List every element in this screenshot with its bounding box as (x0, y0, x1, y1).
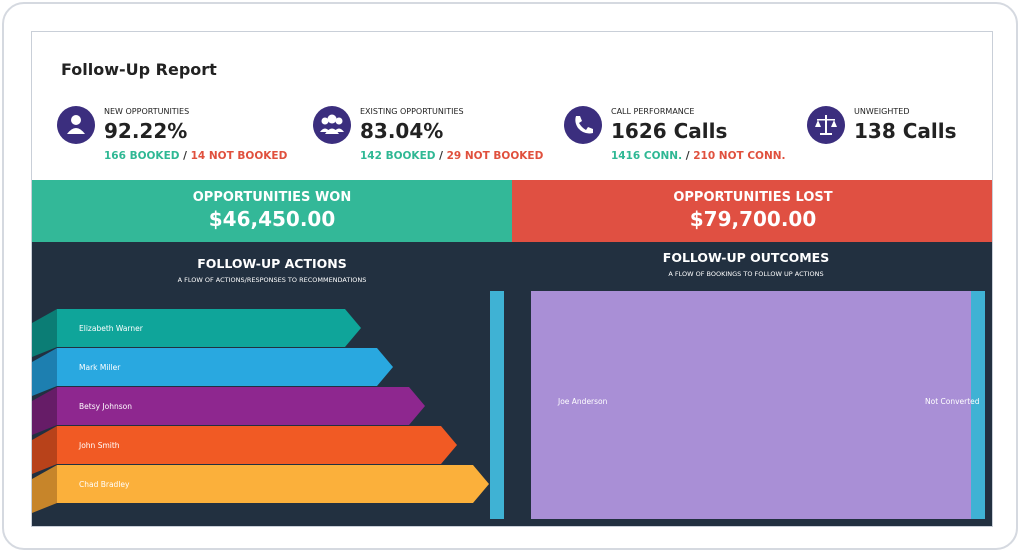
arrow-side (32, 465, 57, 513)
kpi-value: 83.04% (360, 119, 444, 143)
separator: / (685, 150, 690, 162)
lost-band: OPPORTUNITIES LOST $79,700.00 (512, 180, 992, 242)
kpi-value: 1626 Calls (611, 119, 728, 143)
positive: 1416 CONN. (611, 150, 683, 162)
flow-node (490, 291, 504, 519)
kpi-label: UNWEIGHTED (854, 107, 910, 116)
negative: 210 NOT CONN. (693, 150, 786, 162)
target-label: Not Converted (925, 397, 980, 406)
flow-panel: FOLLOW-UP ACTIONS A FLOW OF ACTIONS/RESP… (32, 242, 992, 526)
arrow (57, 465, 489, 503)
won-value: $46,450.00 (208, 207, 336, 231)
arrow-label: John Smith (78, 441, 120, 450)
won-label: OPPORTUNITIES WON (192, 190, 352, 205)
icon (313, 106, 351, 144)
arrow-side (32, 426, 57, 474)
kpi: CALL PERFORMANCE 1626 Calls 1416 CONN. /… (564, 98, 814, 168)
icon (57, 106, 95, 144)
kpi: UNWEIGHTED 138 Calls (807, 98, 992, 168)
kpi: EXISTING OPPORTUNITIES 83.04% 142 BOOKED… (313, 98, 563, 168)
kpi-label: NEW OPPORTUNITIES (104, 107, 190, 116)
source-label: Joe Anderson (557, 397, 608, 406)
arrow (57, 348, 393, 386)
arrow-label: Mark Miller (79, 363, 121, 372)
kpi-detail: 166 BOOKED / 14 NOT BOOKED (104, 150, 287, 162)
icon (807, 106, 845, 144)
kpi-detail: 1416 CONN. / 210 NOT CONN. (611, 150, 786, 162)
arrow (57, 387, 425, 425)
outcomes-title: FOLLOW-UP OUTCOMES (662, 250, 830, 265)
actions-subtitle: A FLOW OF ACTIONS/RESPONSES TO RECOMMEND… (177, 276, 367, 284)
won-band: OPPORTUNITIES WON $46,450.00 (32, 180, 512, 242)
actions-title: FOLLOW-UP ACTIONS (197, 256, 347, 271)
arrow-side (32, 309, 57, 357)
report-title: Follow-Up Report (61, 60, 217, 79)
arrow-side (32, 348, 57, 396)
lost-label: OPPORTUNITIES LOST (673, 190, 833, 205)
arrow (57, 426, 457, 464)
positive: 166 BOOKED (104, 150, 180, 162)
kpi-label: EXISTING OPPORTUNITIES (360, 107, 464, 116)
separator: / (183, 150, 187, 162)
icon (564, 106, 602, 144)
lost-value: $79,700.00 (689, 207, 817, 231)
arrow (57, 309, 361, 347)
report-card: Follow-Up Report NEW OPPORTUNITIES 92.22… (31, 31, 993, 527)
flow-link (531, 291, 971, 519)
kpi-detail: 142 BOOKED / 29 NOT BOOKED (360, 150, 543, 162)
negative: 29 NOT BOOKED (446, 150, 544, 162)
kpi-value: 92.22% (104, 119, 188, 143)
outcomes-subtitle: A FLOW OF BOOKINGS TO FOLLOW UP ACTIONS (668, 270, 824, 278)
arrow-label: Chad Bradley (79, 480, 130, 489)
arrow-side (32, 387, 57, 435)
positive: 142 BOOKED (360, 150, 436, 162)
kpi-value: 138 Calls (854, 119, 957, 143)
kpi-label: CALL PERFORMANCE (611, 107, 695, 116)
flow-node (971, 291, 985, 519)
frame (2, 2, 1018, 550)
arrow-label: Elizabeth Warner (79, 324, 144, 333)
flow-diagram: Joe Anderson Not Converted Elizabeth War… (32, 291, 985, 519)
arrow-label: Betsy Johnson (79, 402, 132, 411)
separator: / (439, 150, 443, 162)
kpi: NEW OPPORTUNITIES 92.22% 166 BOOKED / 14… (57, 98, 307, 168)
negative: 14 NOT BOOKED (190, 150, 288, 162)
